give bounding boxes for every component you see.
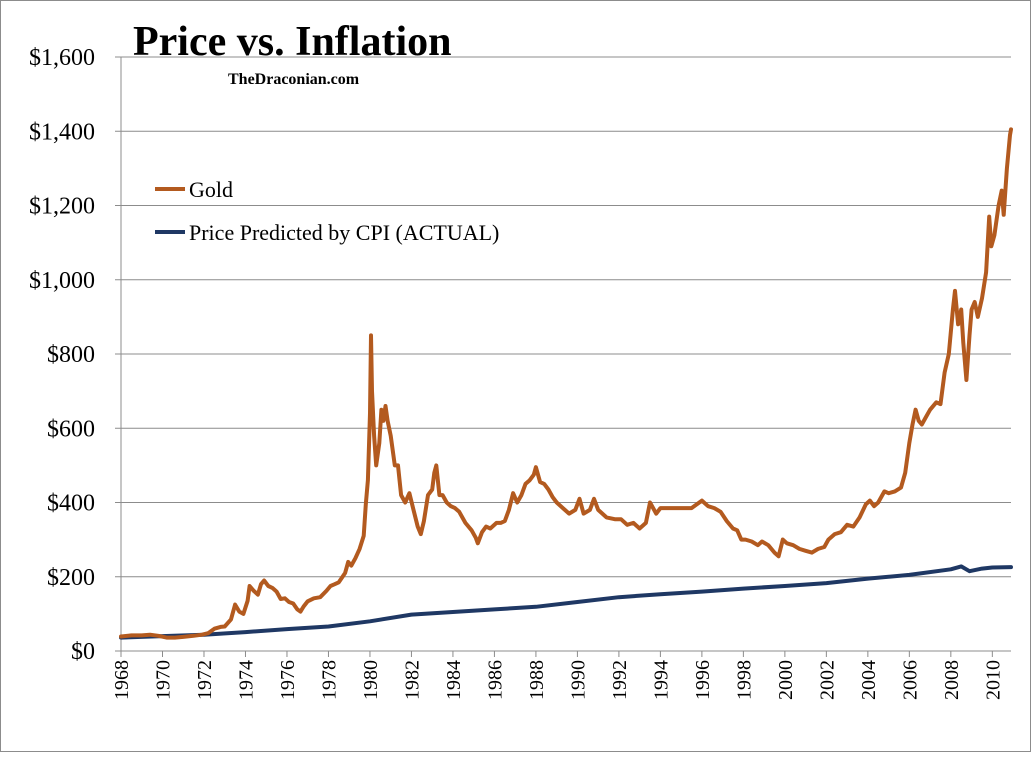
x-tick-label: 1996 (692, 660, 714, 700)
x-tick-label: 1984 (443, 660, 465, 700)
series-lines (119, 127, 1013, 640)
y-tick-label: $400 (47, 491, 95, 517)
x-tick-label: 1972 (194, 660, 216, 700)
x-tick-label: 1976 (277, 660, 299, 700)
chart-title: Price vs. Inflation (133, 19, 451, 65)
y-tick-label: $800 (47, 342, 95, 368)
y-axis-tick-labels: $0 $200 $400 $600 $800 $1,000 $1,200 $1,400 $1,6… (29, 45, 95, 665)
legend: Gold Price Predicted by CPI (ACTUAL) (155, 177, 499, 245)
x-tick-label: 1998 (733, 660, 755, 700)
x-tick-label: 1988 (526, 660, 548, 700)
axes (115, 56, 1011, 657)
x-tick-label: 1990 (567, 660, 589, 700)
x-tick-label: 1982 (401, 660, 423, 700)
x-tick-label: 2002 (816, 660, 838, 700)
gridlines (121, 56, 1011, 578)
x-tick-label: 1980 (360, 660, 382, 700)
legend-label-gold: Gold (189, 177, 233, 202)
x-tick-label: 2000 (775, 660, 797, 700)
y-tick-label: $1,400 (29, 119, 95, 145)
x-tick-label: 1978 (318, 660, 340, 700)
y-tick-label: $0 (71, 639, 95, 665)
x-tick-label: 2004 (858, 660, 880, 700)
chart-subtitle: TheDraconian.com (228, 71, 360, 88)
series-line-cpi (119, 564, 1013, 640)
y-tick-label: $1,000 (29, 268, 95, 294)
x-tick-label: 1968 (111, 660, 133, 700)
x-tick-label: 2006 (899, 660, 921, 700)
x-tick-label: 2010 (982, 660, 1004, 700)
x-axis-tick-labels: 1968 1970 1972 1974 1976 1978 1980 1982 1984 1986… (111, 660, 1004, 700)
x-tick-label: 1986 (484, 660, 506, 700)
x-tick-label: 1970 (152, 660, 174, 700)
y-tick-label: $200 (47, 565, 95, 591)
legend-label-cpi: Price Predicted by CPI (ACTUAL) (189, 220, 499, 245)
x-tick-label: 1974 (235, 660, 257, 700)
x-tick-label: 1992 (609, 660, 631, 700)
x-tick-label: 2008 (941, 660, 963, 700)
y-tick-label: $600 (47, 416, 95, 442)
series-line-gold (119, 127, 1013, 640)
y-tick-label: $1,200 (29, 194, 95, 220)
y-tick-label: $1,600 (29, 45, 95, 71)
x-tick-label: 1994 (650, 660, 672, 700)
